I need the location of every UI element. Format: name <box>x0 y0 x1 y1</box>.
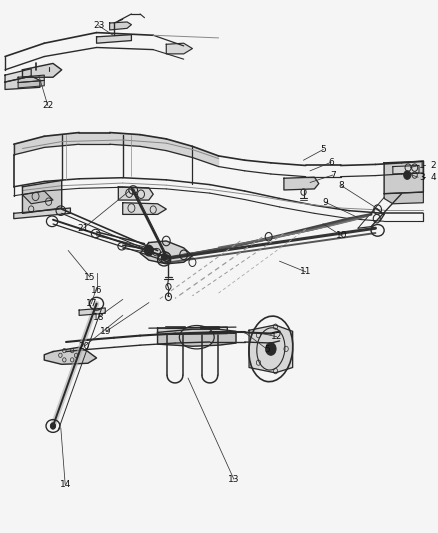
Polygon shape <box>14 208 71 219</box>
Polygon shape <box>284 177 319 190</box>
Polygon shape <box>18 75 44 83</box>
Text: 16: 16 <box>91 286 102 295</box>
Text: 23: 23 <box>93 21 104 30</box>
Polygon shape <box>5 69 31 82</box>
Text: 11: 11 <box>300 268 311 276</box>
Polygon shape <box>22 191 53 204</box>
Polygon shape <box>5 76 40 90</box>
Ellipse shape <box>265 343 276 356</box>
Polygon shape <box>158 327 227 335</box>
Polygon shape <box>96 35 131 43</box>
Polygon shape <box>158 329 236 346</box>
Polygon shape <box>249 325 293 373</box>
Text: 18: 18 <box>92 312 104 321</box>
Polygon shape <box>384 161 424 193</box>
Polygon shape <box>22 63 62 77</box>
Ellipse shape <box>162 254 167 260</box>
Ellipse shape <box>404 171 411 179</box>
Text: 9: 9 <box>322 198 328 207</box>
Polygon shape <box>14 133 219 166</box>
Text: 6: 6 <box>328 158 334 167</box>
Text: 1: 1 <box>419 161 425 170</box>
Text: 4: 4 <box>430 173 436 182</box>
Ellipse shape <box>145 245 153 256</box>
Text: 21: 21 <box>78 224 89 233</box>
Text: -: - <box>423 173 426 182</box>
Polygon shape <box>118 187 153 200</box>
Polygon shape <box>110 22 131 30</box>
Polygon shape <box>22 180 62 213</box>
Polygon shape <box>18 80 44 88</box>
Polygon shape <box>44 348 96 365</box>
Text: 5: 5 <box>265 345 270 354</box>
Text: 2: 2 <box>430 161 436 170</box>
Text: 17: 17 <box>85 299 97 308</box>
Text: 13: 13 <box>228 475 240 483</box>
Text: 15: 15 <box>84 273 96 281</box>
Text: 8: 8 <box>339 181 344 190</box>
Text: 7: 7 <box>330 171 336 180</box>
Text: 10: 10 <box>336 231 347 240</box>
Text: 12: 12 <box>271 332 282 341</box>
Text: 5: 5 <box>320 145 326 154</box>
Polygon shape <box>79 308 105 316</box>
Text: 20: 20 <box>79 342 90 351</box>
Text: 22: 22 <box>42 101 53 110</box>
Text: 14: 14 <box>60 480 71 489</box>
Polygon shape <box>166 43 192 54</box>
Text: 19: 19 <box>100 327 112 336</box>
Text: 3: 3 <box>419 173 425 182</box>
Polygon shape <box>123 203 166 214</box>
Ellipse shape <box>50 423 56 429</box>
Polygon shape <box>140 241 192 264</box>
Polygon shape <box>393 165 419 174</box>
Text: -: - <box>423 161 426 170</box>
Polygon shape <box>384 192 424 204</box>
